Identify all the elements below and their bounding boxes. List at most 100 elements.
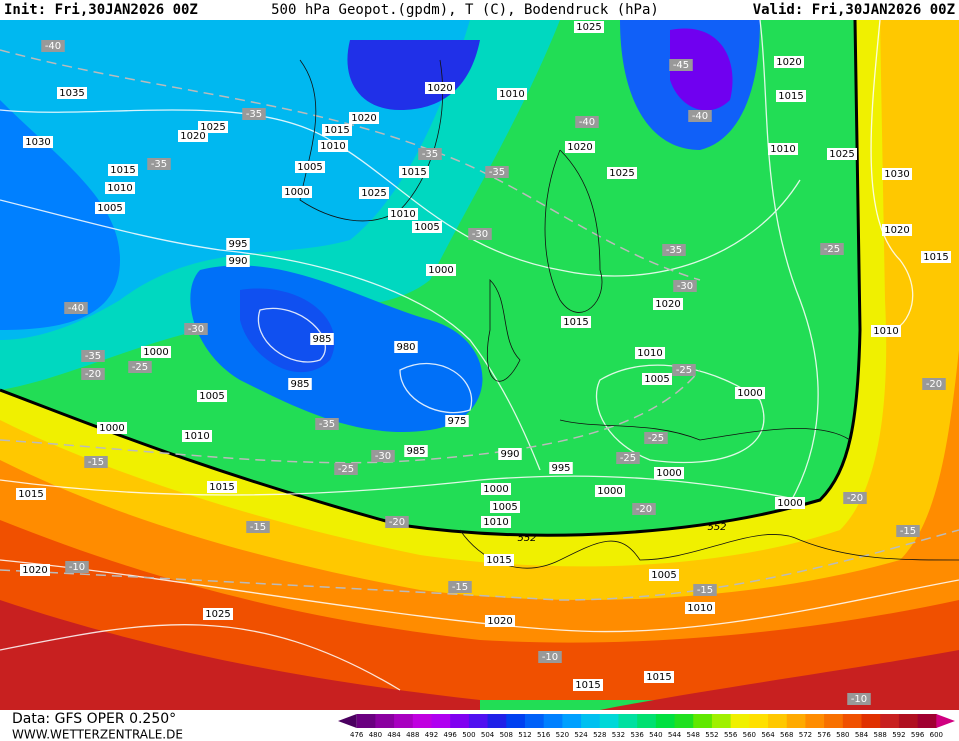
colorbar-label: 508 <box>500 731 513 739</box>
temperature-label-box <box>669 59 693 71</box>
colorbar-cell <box>618 714 638 728</box>
isobar-label-box <box>644 671 674 683</box>
temperature-label-box <box>644 432 668 444</box>
colorbar-cell <box>506 714 526 728</box>
colorbar-label: 560 <box>743 731 756 739</box>
temperature-label: -20 <box>847 493 863 504</box>
temperature-label-box <box>81 350 105 362</box>
isobar-label-box <box>349 112 379 124</box>
isobar-label: 1000 <box>428 265 453 276</box>
isobar-label-box <box>20 564 50 576</box>
isobar-label: 1015 <box>575 680 600 691</box>
temperature-label: -10 <box>69 562 85 573</box>
colorbar-label: 528 <box>593 731 606 739</box>
isobar-label: 1015 <box>646 672 671 683</box>
colorbar-cell <box>711 714 732 728</box>
isobar-label-box <box>226 255 250 267</box>
colorbar-cell <box>637 714 657 728</box>
colorbar-cell <box>487 714 507 728</box>
isobar-label-box <box>607 167 637 179</box>
isobar-label-box <box>497 88 527 100</box>
isobar-label: 1010 <box>184 431 209 442</box>
isobar-label: 995 <box>228 239 247 250</box>
field-darkred <box>0 600 959 710</box>
isobar-label: 1015 <box>486 555 511 566</box>
temperature-label: -20 <box>926 379 942 390</box>
colorbar-label: 556 <box>724 731 738 739</box>
colorbar-label: 580 <box>836 731 849 739</box>
temperature-label: -40 <box>579 117 595 128</box>
isobar-label-box <box>768 143 798 155</box>
temperature-label-box <box>693 584 717 596</box>
isobar-label: 1015 <box>401 167 426 178</box>
isobar-label-box <box>573 679 603 691</box>
isobar-label: 1015 <box>209 482 234 493</box>
isobar-label-box <box>197 390 227 402</box>
colorbar-label: 516 <box>537 731 551 739</box>
temperature-label: -25 <box>620 453 636 464</box>
temperature-label: -35 <box>85 351 101 362</box>
colorbar-cell <box>581 714 601 728</box>
isobar-label-box <box>105 182 135 194</box>
colorbar-label: 488 <box>406 731 419 739</box>
isobar-label: 1020 <box>180 131 205 142</box>
colorbar-label: 496 <box>443 731 457 739</box>
temperature-label-box <box>184 323 208 335</box>
isobar-label-box <box>827 148 857 160</box>
isobar-label: 975 <box>447 416 466 427</box>
temperature-label-box <box>81 368 105 380</box>
colorbar-cell <box>394 714 414 728</box>
contour-labels: 1035103010251020101510101005995990985985… <box>16 21 951 705</box>
colorbar-cell <box>375 714 395 728</box>
isobar-label: 1025 <box>609 168 634 179</box>
temperature-label: -40 <box>68 303 84 314</box>
isobar-label-box <box>207 481 237 493</box>
temperature-label-box <box>468 228 492 240</box>
temperature-label-box <box>843 492 867 504</box>
temperature-label-box <box>538 651 562 663</box>
colorbar-label: 480 <box>369 731 382 739</box>
isobar-label-box <box>561 316 591 328</box>
colorbar-label: 484 <box>387 731 401 739</box>
isobar-label-box <box>108 164 138 176</box>
colorbar-cell <box>655 714 676 728</box>
colorbar-label: 536 <box>630 731 644 739</box>
colorbar-cell <box>786 714 806 728</box>
isobar-label: 1020 <box>776 57 801 68</box>
isobar-label-box <box>921 251 951 263</box>
temperature-label: -25 <box>338 464 354 475</box>
isobar-label: 1025 <box>200 122 225 133</box>
contour-552-label: 552 <box>707 522 726 533</box>
isobar-label: 1005 <box>97 203 122 214</box>
isobar-label: 1020 <box>567 142 592 153</box>
colorbar-label: 492 <box>425 731 438 739</box>
isobar-label: 1005 <box>297 162 322 173</box>
isobar-label-box <box>412 221 442 233</box>
data-source: Data: GFS OPER 0.250° <box>12 711 176 727</box>
colorbar-label: 512 <box>518 731 531 739</box>
temperature-label-box <box>418 148 442 160</box>
temperature-label-box <box>41 40 65 52</box>
isobar-label: 985 <box>312 334 331 345</box>
isobar-label-box <box>735 387 765 399</box>
isobar-label: 1025 <box>205 609 230 620</box>
isobar-label: 1000 <box>777 498 802 509</box>
isobar-label: 1010 <box>637 348 662 359</box>
isobar-label: 985 <box>290 379 309 390</box>
temperature-label-box <box>371 450 395 462</box>
temperature-label: -20 <box>85 369 101 380</box>
isobar-label: 1025 <box>829 149 854 160</box>
temperature-label: -10 <box>542 652 558 663</box>
isobar-label-box <box>426 264 456 276</box>
temperature-label: -35 <box>151 159 167 170</box>
colorbar-label: 504 <box>481 731 495 739</box>
temperature-label-box <box>688 110 712 122</box>
isobar-label-box <box>182 430 212 442</box>
isobar-label-box <box>481 516 511 528</box>
temperature-label: -35 <box>422 149 438 160</box>
isobar-label: 1010 <box>107 183 132 194</box>
colorbar-cell <box>880 714 900 728</box>
isobar-label-box <box>318 140 348 152</box>
colorbar-label: 596 <box>911 731 925 739</box>
